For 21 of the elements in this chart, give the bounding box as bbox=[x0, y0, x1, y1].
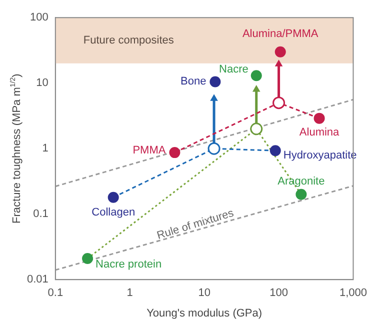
x-tick-label: 1,000 bbox=[339, 287, 367, 300]
y-tick-label: 10 bbox=[36, 77, 48, 90]
series-label: PMMA bbox=[132, 144, 166, 157]
x-tick-label: 1 bbox=[126, 287, 133, 300]
x-tick-label: 10 bbox=[198, 287, 210, 300]
annotation: Rule of mixtures bbox=[156, 207, 236, 242]
series-label: Nacre protein bbox=[96, 258, 162, 271]
x-tick-label: 0.1 bbox=[48, 287, 64, 300]
series-label: Bone bbox=[180, 76, 206, 88]
series-label: Aragonite bbox=[278, 175, 325, 188]
y-tick-label: 1 bbox=[42, 142, 48, 155]
series-label: Alumina/PMMA bbox=[242, 28, 319, 40]
x-tick-label: 100 bbox=[270, 287, 288, 300]
y-tick-label: 100 bbox=[30, 12, 48, 24]
y-tick-label: 0.01 bbox=[26, 274, 48, 286]
series-label: Nacre bbox=[219, 64, 248, 76]
band-label: Future composites bbox=[83, 34, 174, 47]
series-label: Collagen bbox=[92, 206, 136, 218]
series-label: Alumina bbox=[299, 126, 340, 138]
x-axis-title: Young's modulus (GPa) bbox=[146, 307, 262, 320]
y-tick-label: 0.1 bbox=[33, 208, 48, 220]
